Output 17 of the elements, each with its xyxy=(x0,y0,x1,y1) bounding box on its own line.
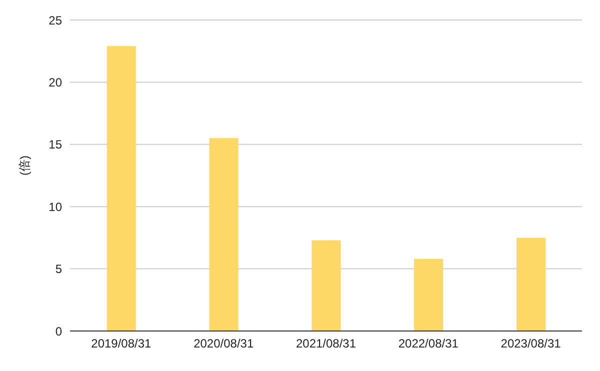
y-tick-label: 5 xyxy=(55,262,62,276)
y-tick-label: 15 xyxy=(48,138,62,152)
x-tick-label: 2022/08/31 xyxy=(398,336,459,351)
y-tick-label: 20 xyxy=(48,75,62,90)
bar xyxy=(414,258,444,331)
bar xyxy=(312,240,341,331)
bar xyxy=(516,238,546,331)
bar xyxy=(106,46,136,331)
y-tick-label: 25 xyxy=(48,13,62,28)
x-tick-label: 2019/08/31 xyxy=(91,336,152,351)
x-tick-label: 2020/08/31 xyxy=(194,336,254,351)
y-axis-title: (倍) xyxy=(17,156,32,176)
y-tick-label: 0 xyxy=(55,324,62,338)
y-tick-label: 10 xyxy=(48,200,62,214)
x-tick-label: 2021/08/31 xyxy=(296,336,356,351)
bar xyxy=(209,138,238,331)
x-tick-label: 2023/08/31 xyxy=(500,336,562,351)
